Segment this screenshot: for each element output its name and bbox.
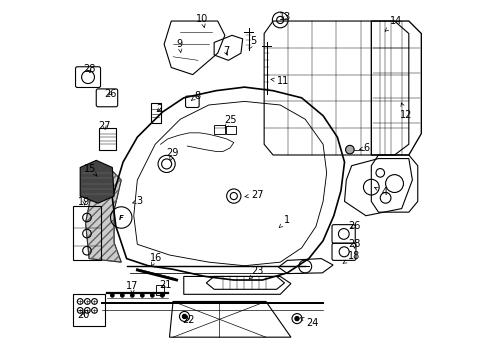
Text: 19: 19 (78, 197, 90, 207)
Text: 26: 26 (347, 221, 360, 231)
Circle shape (110, 294, 114, 297)
Polygon shape (85, 166, 121, 262)
Text: 6: 6 (359, 143, 369, 153)
Circle shape (294, 316, 299, 321)
Bar (73, 294, 105, 327)
Text: 15: 15 (84, 163, 97, 176)
Text: 29: 29 (166, 148, 178, 161)
Text: 13: 13 (279, 13, 291, 22)
Text: 12: 12 (399, 103, 412, 120)
Text: 8: 8 (191, 91, 200, 101)
Text: F: F (119, 215, 123, 221)
Text: 21: 21 (159, 280, 171, 291)
Text: 23: 23 (248, 266, 263, 279)
Text: 26: 26 (104, 89, 117, 99)
Text: 2: 2 (156, 104, 163, 114)
Text: 1: 1 (279, 215, 290, 228)
Circle shape (345, 145, 353, 154)
Bar (151, 103, 161, 123)
Text: 28: 28 (347, 239, 360, 249)
Text: 10: 10 (196, 14, 208, 27)
Text: 20: 20 (77, 310, 89, 320)
Circle shape (130, 294, 134, 297)
Circle shape (140, 294, 144, 297)
Circle shape (160, 294, 164, 297)
Polygon shape (80, 160, 114, 203)
Text: 24: 24 (300, 318, 318, 328)
Text: 3: 3 (132, 196, 142, 206)
Text: 5: 5 (248, 36, 256, 49)
Bar (99, 128, 116, 150)
Text: 11: 11 (270, 76, 288, 86)
Text: 27: 27 (98, 121, 110, 131)
Text: 9: 9 (176, 39, 182, 53)
Text: 22: 22 (182, 315, 194, 325)
Text: 14: 14 (385, 16, 402, 31)
Text: 4: 4 (374, 187, 387, 197)
Text: 27: 27 (244, 190, 263, 200)
Bar (225, 126, 235, 134)
Text: 7: 7 (223, 46, 228, 57)
Circle shape (182, 314, 186, 319)
Bar (214, 125, 224, 134)
Bar (156, 285, 163, 296)
Circle shape (150, 294, 154, 297)
Text: 17: 17 (125, 282, 138, 294)
Text: 28: 28 (83, 64, 95, 73)
Circle shape (121, 294, 124, 297)
Text: 18: 18 (343, 251, 360, 263)
Text: 25: 25 (224, 115, 237, 128)
Text: 16: 16 (149, 253, 162, 266)
